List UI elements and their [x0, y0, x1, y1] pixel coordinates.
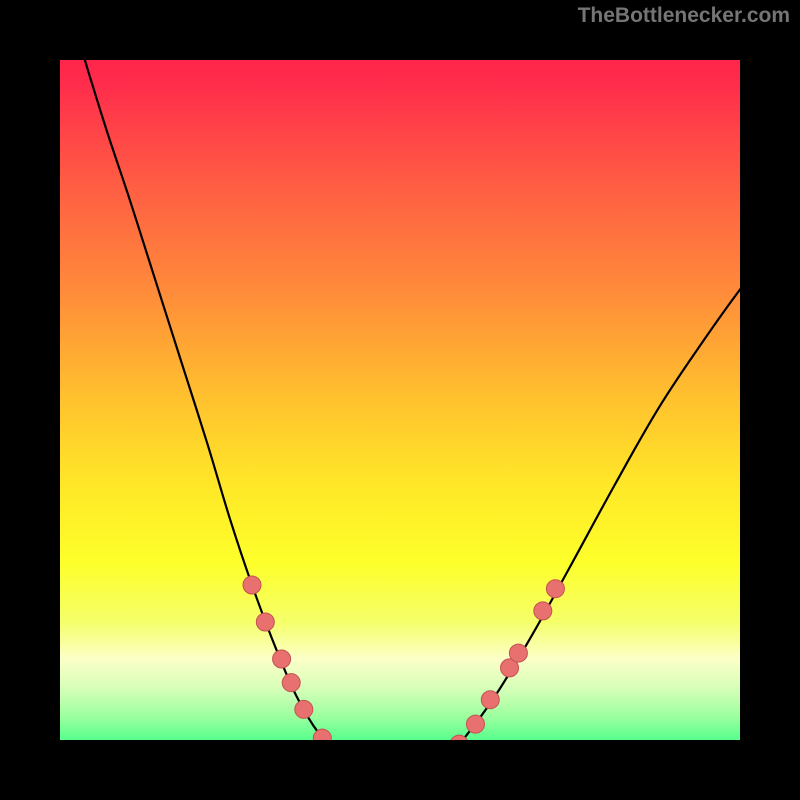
- data-marker: [282, 674, 300, 692]
- data-marker: [273, 650, 291, 668]
- data-marker: [466, 715, 484, 733]
- watermark-text: TheBottlenecker.com: [578, 4, 790, 28]
- data-marker: [546, 580, 564, 598]
- data-marker: [481, 691, 499, 709]
- bottleneck-chart: [0, 0, 800, 800]
- chart-container: TheBottlenecker.com: [0, 0, 800, 800]
- data-marker: [256, 613, 274, 631]
- data-marker: [295, 700, 313, 718]
- gradient-background: [30, 30, 770, 770]
- data-marker: [509, 644, 527, 662]
- data-marker: [243, 576, 261, 594]
- data-marker: [534, 602, 552, 620]
